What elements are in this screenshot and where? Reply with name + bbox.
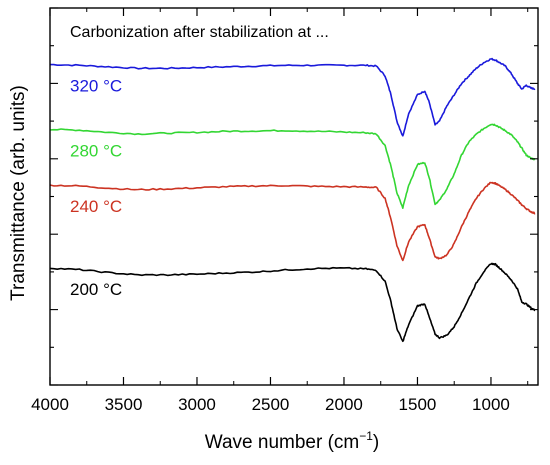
x-tick-label-0: 4000 xyxy=(31,395,69,414)
plot-area xyxy=(49,57,536,343)
series-label-2: 240 °C xyxy=(70,197,122,216)
x-axis-title-superscript: −1 xyxy=(359,429,373,443)
series-line-0 xyxy=(50,57,536,137)
x-axis-title-main: Wave number (cm xyxy=(205,432,360,453)
x-tick-label-3: 2500 xyxy=(252,395,290,414)
series-label-0: 320 °C xyxy=(70,77,122,96)
x-tick-label-1: 3500 xyxy=(105,395,143,414)
series-label-1: 280 °C xyxy=(70,141,122,160)
x-tick-label-2: 3000 xyxy=(178,395,216,414)
x-axis-title-suffix: ) xyxy=(373,432,379,453)
series-line-1 xyxy=(49,123,536,209)
series-line-3 xyxy=(49,262,536,343)
x-tick-label-5: 1500 xyxy=(399,395,437,414)
axes: 4000 3500 3000 2500 2000 1500 1000 xyxy=(31,7,539,414)
x-tick-label-4: 2000 xyxy=(325,395,363,414)
x-tick-label-6: 1000 xyxy=(472,395,510,414)
x-axis-title: Wave number (cm−1) xyxy=(205,429,380,453)
series-label-3: 200 °C xyxy=(70,280,122,299)
plot-frame xyxy=(49,7,539,386)
series-labels: 320 °C 280 °C 240 °C 200 °C xyxy=(70,77,122,300)
series-line-2 xyxy=(49,181,536,262)
y-axis-title: Transmittance (arb. units) xyxy=(8,85,29,301)
chart-title: Carbonization after stabilization at ... xyxy=(70,24,329,41)
